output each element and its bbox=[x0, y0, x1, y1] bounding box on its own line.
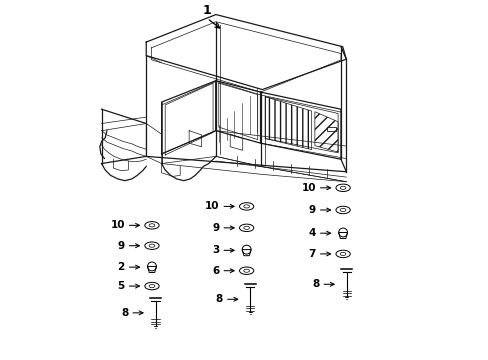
Bar bbox=[326, 127, 336, 131]
Text: 8: 8 bbox=[312, 279, 319, 289]
Text: 8: 8 bbox=[215, 294, 223, 304]
Text: 6: 6 bbox=[212, 266, 219, 276]
Text: 1: 1 bbox=[202, 4, 211, 17]
Text: 3: 3 bbox=[212, 246, 219, 255]
Text: 9: 9 bbox=[308, 205, 315, 215]
Text: 10: 10 bbox=[204, 201, 219, 211]
Text: 2: 2 bbox=[117, 262, 124, 272]
Text: 10: 10 bbox=[301, 183, 315, 193]
Text: 10: 10 bbox=[110, 220, 124, 230]
Text: 9: 9 bbox=[118, 241, 124, 251]
Text: 8: 8 bbox=[121, 308, 128, 318]
Text: 9: 9 bbox=[212, 223, 219, 233]
Text: 7: 7 bbox=[308, 249, 315, 259]
Text: 4: 4 bbox=[308, 228, 315, 238]
Text: 5: 5 bbox=[117, 281, 124, 291]
